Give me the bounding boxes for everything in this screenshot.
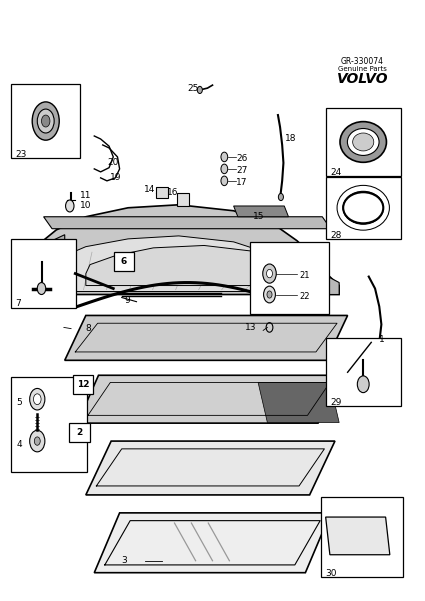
Text: 26: 26 <box>236 154 248 163</box>
FancyBboxPatch shape <box>249 242 329 314</box>
FancyBboxPatch shape <box>69 423 90 442</box>
FancyBboxPatch shape <box>11 377 87 472</box>
FancyBboxPatch shape <box>326 177 401 239</box>
Ellipse shape <box>347 129 379 156</box>
Circle shape <box>34 437 40 445</box>
Polygon shape <box>44 217 331 229</box>
Polygon shape <box>326 517 390 555</box>
Circle shape <box>263 264 276 283</box>
FancyBboxPatch shape <box>326 108 401 176</box>
Circle shape <box>264 286 275 303</box>
Text: 21: 21 <box>299 272 309 281</box>
Text: 11: 11 <box>80 191 91 200</box>
Polygon shape <box>40 235 65 294</box>
Circle shape <box>267 291 272 298</box>
Text: 1: 1 <box>379 335 384 344</box>
Polygon shape <box>77 375 339 423</box>
Polygon shape <box>94 513 331 573</box>
Circle shape <box>32 102 59 140</box>
Circle shape <box>221 164 228 174</box>
Ellipse shape <box>353 133 374 151</box>
FancyBboxPatch shape <box>11 84 80 158</box>
FancyBboxPatch shape <box>73 374 93 394</box>
Text: 27: 27 <box>236 166 248 174</box>
Circle shape <box>278 194 283 201</box>
Circle shape <box>221 176 228 186</box>
Polygon shape <box>86 441 335 495</box>
Text: 10: 10 <box>80 201 91 210</box>
Text: GR-330074: GR-330074 <box>341 56 384 66</box>
Text: 13: 13 <box>245 323 256 332</box>
FancyBboxPatch shape <box>11 239 76 308</box>
Polygon shape <box>56 236 318 291</box>
Text: 29: 29 <box>330 398 341 407</box>
Text: 8: 8 <box>85 324 91 333</box>
Text: VOLVO: VOLVO <box>337 72 388 86</box>
Text: 22: 22 <box>299 293 309 302</box>
Circle shape <box>266 269 272 278</box>
Text: 17: 17 <box>236 177 248 186</box>
Text: 23: 23 <box>15 150 27 159</box>
Circle shape <box>42 115 50 127</box>
Ellipse shape <box>340 121 386 162</box>
Polygon shape <box>306 264 339 294</box>
Text: 19: 19 <box>110 173 121 182</box>
Text: 12: 12 <box>76 380 89 389</box>
Polygon shape <box>234 206 289 217</box>
Text: 15: 15 <box>253 212 265 221</box>
Text: 20: 20 <box>108 159 119 168</box>
FancyBboxPatch shape <box>114 252 134 271</box>
Circle shape <box>197 87 202 94</box>
Text: 4: 4 <box>17 439 22 448</box>
Circle shape <box>30 430 45 452</box>
FancyBboxPatch shape <box>326 338 401 406</box>
Circle shape <box>30 388 45 410</box>
Polygon shape <box>258 382 339 423</box>
Text: 16: 16 <box>167 188 178 197</box>
Circle shape <box>357 376 369 392</box>
Circle shape <box>221 152 228 162</box>
Text: 24: 24 <box>330 168 341 177</box>
Polygon shape <box>177 193 189 206</box>
Polygon shape <box>86 245 306 285</box>
Polygon shape <box>65 316 348 361</box>
Text: 6: 6 <box>121 257 127 266</box>
FancyBboxPatch shape <box>321 496 403 577</box>
Text: 5: 5 <box>17 398 23 407</box>
Circle shape <box>65 200 74 212</box>
Circle shape <box>34 394 41 404</box>
Text: 2: 2 <box>76 427 82 436</box>
Text: 18: 18 <box>285 135 296 144</box>
Text: 28: 28 <box>330 231 341 240</box>
Text: 9: 9 <box>125 296 130 305</box>
Text: 30: 30 <box>326 569 337 578</box>
Polygon shape <box>40 205 339 294</box>
Text: 3: 3 <box>121 557 127 565</box>
Text: 7: 7 <box>15 299 21 308</box>
FancyBboxPatch shape <box>156 188 168 198</box>
Text: 14: 14 <box>144 185 155 194</box>
Circle shape <box>37 109 54 133</box>
Circle shape <box>37 282 46 294</box>
Text: Genuine Parts: Genuine Parts <box>338 66 387 72</box>
Text: 25: 25 <box>188 84 199 93</box>
